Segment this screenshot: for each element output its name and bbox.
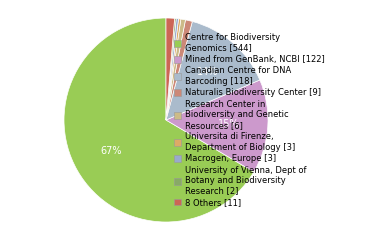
Wedge shape	[166, 18, 174, 120]
Wedge shape	[166, 19, 185, 120]
Wedge shape	[166, 18, 179, 120]
Text: 14%: 14%	[197, 67, 218, 77]
Legend: Centre for Biodiversity
Genomics [544], Mined from GenBank, NCBI [122], Canadian: Centre for Biodiversity Genomics [544], …	[172, 31, 326, 209]
Text: 67%: 67%	[100, 146, 122, 156]
Wedge shape	[64, 18, 254, 222]
Wedge shape	[166, 19, 181, 120]
Wedge shape	[166, 18, 176, 120]
Wedge shape	[166, 80, 268, 172]
Text: 15%: 15%	[218, 119, 240, 129]
Wedge shape	[166, 21, 260, 120]
Wedge shape	[166, 20, 192, 120]
